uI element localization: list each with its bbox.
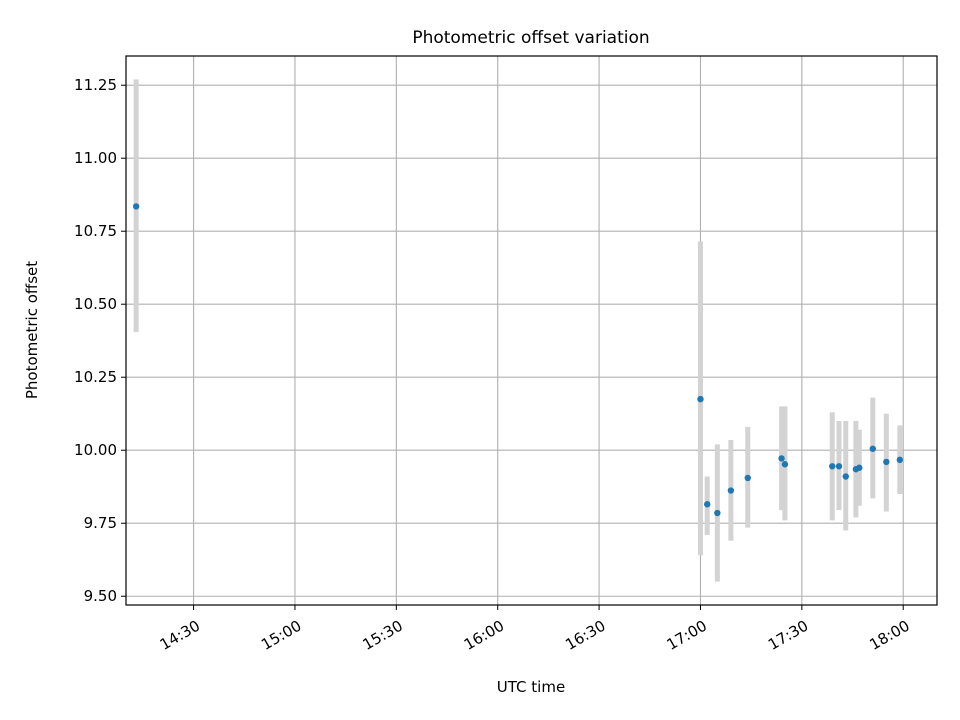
data-point [781, 461, 789, 468]
data-point [842, 473, 849, 480]
data-point [829, 463, 836, 470]
y-tick-label: 10.00 [74, 441, 117, 459]
y-tick-label: 10.75 [74, 222, 117, 240]
chart-title: Photometric offset variation [412, 28, 649, 48]
y-tick-label: 11.00 [74, 149, 117, 167]
data-point [697, 395, 704, 403]
y-tick-label: 10.50 [74, 295, 117, 313]
data-point [744, 474, 751, 482]
data-point [896, 456, 904, 464]
data-point [869, 445, 876, 452]
data-point [856, 464, 863, 471]
data-point [883, 458, 890, 466]
y-tick-label: 11.25 [74, 76, 117, 94]
data-point [714, 509, 721, 517]
y-tick-label: 10.25 [74, 368, 117, 386]
data-point [835, 463, 843, 470]
x-axis-label: UTC time [497, 678, 565, 696]
data-point [778, 455, 785, 462]
data-points [132, 203, 904, 517]
y-axis-label: Photometric offset [23, 261, 41, 399]
data-point [727, 487, 735, 494]
plot-frame [125, 55, 938, 606]
y-tick-label: 9.75 [84, 514, 117, 532]
data-point [704, 501, 711, 508]
y-tick-label: 9.50 [84, 587, 117, 605]
data-point [132, 203, 140, 210]
